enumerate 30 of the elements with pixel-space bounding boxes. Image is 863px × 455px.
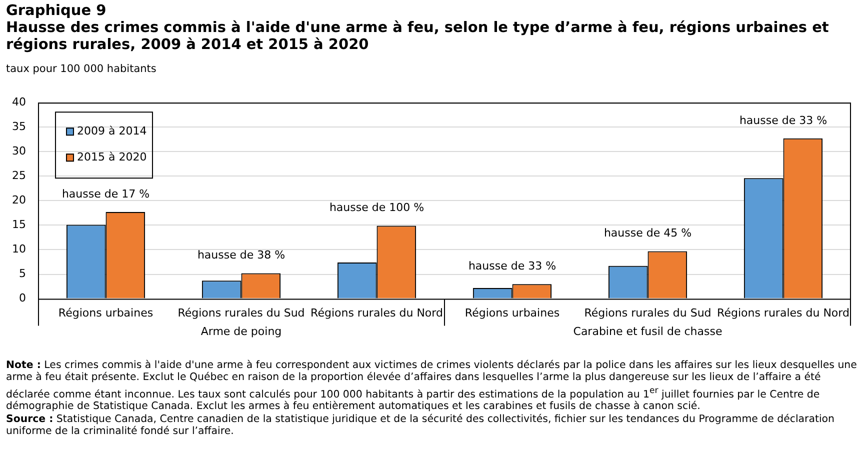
x-tick-label: Régions rurales du Nord (717, 306, 850, 320)
chart-title: Graphique 9 (6, 3, 108, 20)
x-tick-label: Régions rurales du Nord (310, 306, 443, 320)
x-tick-label: Régions rurales du Sud (584, 306, 712, 320)
y-tick-label: 10 (12, 242, 26, 256)
y-tick-label: 5 (18, 267, 26, 280)
y-tick-label: 35 (12, 120, 26, 133)
text: Note : Les crimes commis à l'aide d'une arme à feu correspondent aux victimes de crimes violents déclarés par la police dans les affaires sur les lieux desquelles une arme à feu était présente. Exclut le Québec en raison de la proportion élevée d’affaires dans lesquelles l’arme la plus dangereuse sur les lieux de l’affaire a été déclarée comme étant inconnue. Les taux sont calculés pour 100 000 habitants à partir des estimations de la population au 1$^{er}$ juillet fournies par le Centre de démographie de Statistique Canada. Exclut les armes à feu entièrement automatiques et les carabines et fusils de chasse à canon scié. (6, 360, 858, 414)
legend-label: 2009 à 2014 (76, 124, 147, 138)
annotation: hausse de 100 % (329, 201, 424, 214)
legend-label: 2015 à 2020 (76, 150, 147, 164)
annotation: hausse de 33 % (739, 114, 828, 127)
y-tick-label: 25 (12, 169, 26, 182)
y-tick-label: 0 (18, 292, 26, 305)
annotation: hausse de 17 % (62, 187, 150, 200)
annotation: hausse de 38 % (197, 248, 286, 262)
y-tick-label: 20 (12, 194, 26, 207)
x-tick-label: Régions rurales du Sud (178, 306, 305, 320)
y-tick-label: 30 (12, 144, 26, 158)
text: Carabine et fusil de chasse (573, 325, 722, 338)
y-tick-label: 40 (12, 95, 26, 108)
chart-subtitle: Hausse des crimes commis à l'aide d'une arme à feu, selon le type d’arme à feu, régions urbaines et régions rurales, 2009 à 2014 et 2015 à 2020 (6, 20, 830, 54)
source-note: Source : Statistique Canada, Centre canadien de la statistique juridique et de la sécurité des collectivités, fichier sur les tendances du Programme de déclaration uniforme de la criminalité fondé sur l’affaire. (6, 414, 836, 438)
annotation: hausse de 45 % (604, 226, 692, 240)
x-tick-label: Régions urbaines (464, 306, 560, 320)
x-tick-label: Régions urbaines (58, 306, 154, 320)
annotation: hausse de 33 % (468, 259, 556, 272)
text: Arme de poing (200, 325, 282, 338)
y-tick-label: 15 (12, 218, 26, 232)
y-axis-title: taux pour 100 000 habitants (6, 63, 156, 75)
